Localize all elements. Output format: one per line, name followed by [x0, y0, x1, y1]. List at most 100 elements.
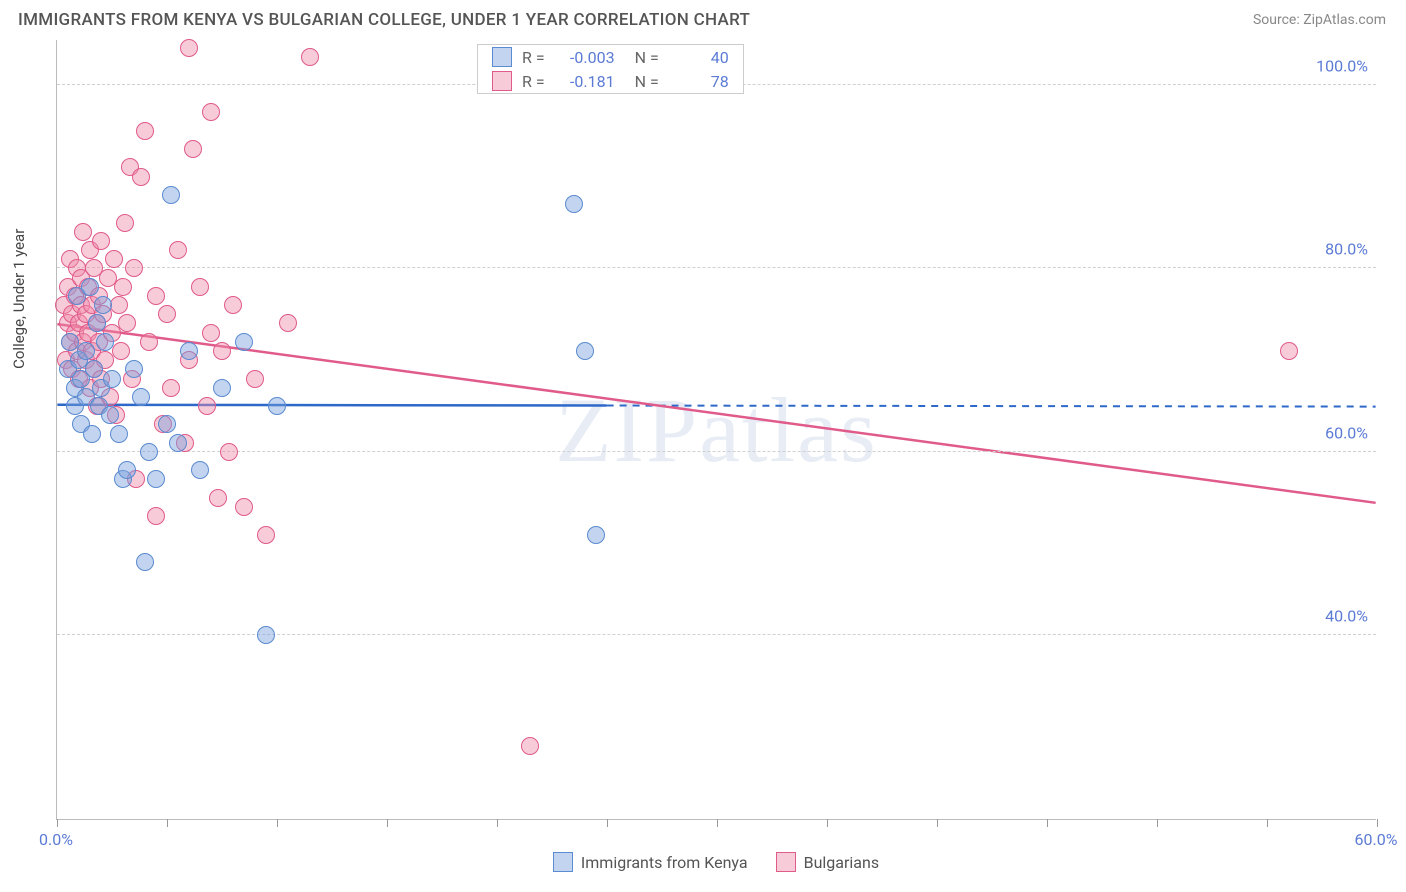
data-point-kenya: [140, 443, 158, 461]
n-label: N =: [635, 48, 659, 67]
data-point-bulgarians: [279, 314, 297, 332]
data-point-bulgarians: [105, 250, 123, 268]
data-point-kenya: [257, 626, 275, 644]
data-point-bulgarians: [92, 232, 110, 250]
data-point-bulgarians: [209, 489, 227, 507]
trendline-ext-kenya: [607, 406, 1376, 407]
x-tick: [1267, 819, 1268, 827]
data-point-bulgarians: [202, 103, 220, 121]
r-label: R =: [522, 48, 545, 67]
legend-item: Bulgarians: [776, 852, 879, 872]
x-tick: [167, 819, 168, 827]
y-tick-label: 40.0%: [1325, 607, 1368, 626]
data-point-kenya: [77, 342, 95, 360]
data-point-kenya: [576, 342, 594, 360]
x-tick: [497, 819, 498, 827]
data-point-bulgarians: [180, 39, 198, 57]
data-point-kenya: [169, 434, 187, 452]
data-point-bulgarians: [198, 397, 216, 415]
legend-stat-row-kenya: R =-0.003N =40: [478, 45, 743, 69]
x-tick: [57, 819, 58, 827]
data-point-bulgarians: [224, 296, 242, 314]
data-point-kenya: [587, 526, 605, 544]
data-point-kenya: [565, 195, 583, 213]
x-tick: [607, 819, 608, 827]
data-point-kenya: [180, 342, 198, 360]
n-value: 78: [669, 72, 729, 91]
trendlines-layer: [57, 40, 1376, 819]
n-value: 40: [669, 48, 729, 67]
data-point-bulgarians: [136, 122, 154, 140]
data-point-bulgarians: [213, 342, 231, 360]
data-point-kenya: [110, 425, 128, 443]
legend-swatch: [492, 47, 512, 67]
data-point-kenya: [162, 186, 180, 204]
data-point-bulgarians: [220, 443, 238, 461]
data-point-bulgarians: [246, 370, 264, 388]
series-legend: Immigrants from Kenya Bulgarians: [56, 852, 1376, 872]
data-point-kenya: [147, 470, 165, 488]
data-point-kenya: [191, 461, 209, 479]
y-tick-label: 80.0%: [1325, 240, 1368, 259]
data-point-kenya: [94, 296, 112, 314]
data-point-kenya: [213, 379, 231, 397]
source-credit: Source: ZipAtlas.com: [1253, 12, 1406, 28]
data-point-kenya: [125, 360, 143, 378]
data-point-kenya: [88, 314, 106, 332]
chart-title: IMMIGRANTS FROM KENYA VS BULGARIAN COLLE…: [18, 10, 750, 30]
data-point-kenya: [132, 388, 150, 406]
legend-label: Immigrants from Kenya: [581, 853, 748, 872]
data-point-bulgarians: [74, 223, 92, 241]
data-point-bulgarians: [140, 333, 158, 351]
x-tick-label: 0.0%: [39, 830, 73, 849]
data-point-kenya: [136, 553, 154, 571]
data-point-kenya: [81, 278, 99, 296]
r-value: -0.181: [555, 72, 615, 91]
data-point-bulgarians: [116, 214, 134, 232]
data-point-kenya: [83, 425, 101, 443]
gridline-h: [57, 267, 1376, 268]
gridline-h: [57, 634, 1376, 635]
legend-stat-row-bulgarians: R =-0.181N =78: [478, 69, 743, 93]
data-point-kenya: [85, 360, 103, 378]
n-label: N =: [635, 72, 659, 91]
watermark: ZIPatlas: [555, 377, 878, 483]
x-tick: [717, 819, 718, 827]
trendline-bulgarians: [57, 324, 1375, 503]
data-point-kenya: [158, 415, 176, 433]
data-point-bulgarians: [114, 278, 132, 296]
data-point-bulgarians: [112, 342, 130, 360]
data-point-bulgarians: [125, 259, 143, 277]
data-point-bulgarians: [132, 168, 150, 186]
data-point-kenya: [101, 406, 119, 424]
x-tick: [937, 819, 938, 827]
y-axis-title: College, Under 1 year: [10, 228, 28, 368]
data-point-bulgarians: [1280, 342, 1298, 360]
data-point-bulgarians: [191, 278, 209, 296]
legend-swatch: [776, 852, 796, 872]
x-tick: [827, 819, 828, 827]
correlation-legend: R =-0.003N =40R =-0.181N =78: [477, 44, 744, 94]
x-tick: [387, 819, 388, 827]
data-point-kenya: [96, 333, 114, 351]
legend-label: Bulgarians: [804, 853, 879, 872]
x-tick: [277, 819, 278, 827]
legend-swatch: [553, 852, 573, 872]
chart-container: ZIPatlas R =-0.003N =40R =-0.181N =78 Co…: [56, 40, 1406, 820]
data-point-bulgarians: [235, 498, 253, 516]
data-point-bulgarians: [110, 296, 128, 314]
data-point-kenya: [235, 333, 253, 351]
data-point-bulgarians: [184, 140, 202, 158]
plot-area: ZIPatlas R =-0.003N =40R =-0.181N =78 Co…: [56, 40, 1376, 820]
data-point-bulgarians: [147, 287, 165, 305]
y-tick-label: 60.0%: [1325, 423, 1368, 442]
legend-swatch: [492, 71, 512, 91]
data-point-kenya: [103, 370, 121, 388]
gridline-h: [57, 451, 1376, 452]
x-tick: [1377, 819, 1378, 827]
x-tick: [1157, 819, 1158, 827]
data-point-bulgarians: [162, 379, 180, 397]
data-point-bulgarians: [158, 305, 176, 323]
data-point-bulgarians: [257, 526, 275, 544]
data-point-kenya: [118, 461, 136, 479]
